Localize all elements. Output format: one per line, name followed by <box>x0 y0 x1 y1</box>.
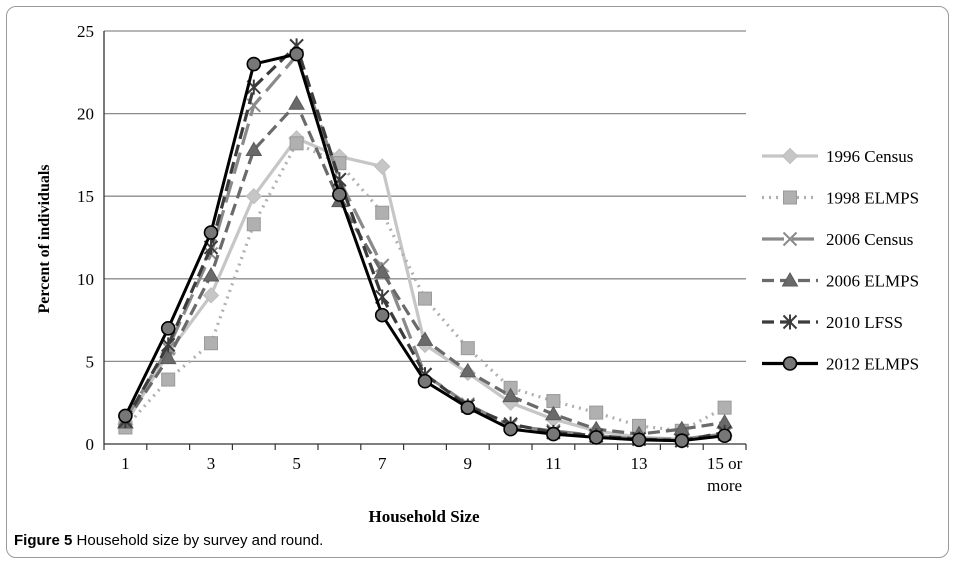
legend-entry-1998-elmps: 1998 ELMPS <box>762 189 919 208</box>
x-tick-label-13: 13 <box>631 454 648 473</box>
x-tick-label-15-line2: more <box>707 476 742 495</box>
data-point <box>459 362 477 378</box>
data-point <box>546 394 561 409</box>
data-point <box>546 426 561 442</box>
data-point <box>418 291 432 306</box>
legend-entry-2006-elmps: 2006 ELMPS <box>762 272 919 291</box>
legend-entry-2012-elmps: 2012 ELMPS <box>762 355 919 374</box>
series-1998-elmps <box>118 136 732 438</box>
y-tick-label-25: 25 <box>77 22 94 41</box>
y-tick-label-0: 0 <box>86 435 95 454</box>
y-tick-label-10: 10 <box>77 270 94 289</box>
x-tick-label-3: 3 <box>207 454 216 473</box>
figure-caption-text: Household size by survey and round. <box>76 532 324 549</box>
x-tick-label-11: 11 <box>545 454 561 473</box>
legend-label: 2012 ELMPS <box>826 355 919 374</box>
y-tick-label-15: 15 <box>77 187 94 206</box>
data-point <box>161 372 176 387</box>
data-point <box>416 331 434 346</box>
data-point <box>588 430 604 445</box>
series-group <box>117 38 733 449</box>
data-point <box>160 321 176 336</box>
legend-entry-2010-lfss: 2010 LFSS <box>762 313 903 332</box>
data-point <box>374 307 390 323</box>
data-point <box>246 56 262 72</box>
y-axis-label: Percent of individuals <box>36 164 53 313</box>
legend-label: 2010 LFSS <box>826 313 903 332</box>
figure-caption: Figure 5 Household size by survey and ro… <box>14 532 323 549</box>
series-line <box>124 136 725 441</box>
data-point <box>460 400 476 415</box>
x-tick-label-7: 7 <box>378 454 387 473</box>
x-tick-label-1: 1 <box>121 454 130 473</box>
x-tick-label-5: 5 <box>292 454 301 473</box>
data-point <box>245 141 263 156</box>
data-point <box>245 187 263 205</box>
legend-label: 1996 Census <box>826 147 913 166</box>
series-1996-census <box>117 130 733 448</box>
data-point <box>417 373 433 389</box>
legend-swatch-marker <box>783 190 797 205</box>
x-axis-label: Household Size <box>369 507 480 526</box>
data-point <box>375 205 390 220</box>
data-point <box>502 387 519 403</box>
x-tick-label-9: 9 <box>464 454 473 473</box>
data-point <box>460 341 475 356</box>
series-2012-elmps <box>118 46 732 448</box>
data-point <box>159 349 177 365</box>
y-tick-labels: 0 5 10 15 20 25 <box>77 22 94 454</box>
legend-swatch-marker <box>782 356 798 371</box>
data-point <box>717 400 732 415</box>
legend-label: 2006 ELMPS <box>826 272 919 291</box>
y-tick-label-5: 5 <box>86 352 95 371</box>
data-point <box>288 95 305 110</box>
legend-swatch-marker <box>781 147 799 165</box>
legend-entry-2006-census: 2006 Census <box>762 230 913 249</box>
data-point <box>589 405 604 420</box>
data-point <box>631 432 647 448</box>
data-point <box>373 263 391 279</box>
data-point <box>289 46 304 62</box>
x-tick-label-15: 15 or <box>707 454 743 473</box>
legend-swatch-marker <box>782 314 798 330</box>
data-point <box>332 187 347 202</box>
data-point <box>289 136 304 151</box>
figure-caption-label: Figure 5 <box>14 532 73 549</box>
legend-swatch-marker <box>781 271 799 287</box>
legend-label: 1998 ELMPS <box>826 189 919 208</box>
data-point <box>118 408 133 424</box>
data-point <box>202 287 220 304</box>
data-point <box>204 336 218 351</box>
legend-label: 2006 Census <box>826 230 913 249</box>
data-point <box>246 217 261 232</box>
data-point <box>674 433 690 448</box>
data-point <box>203 225 219 240</box>
legend-swatch-marker <box>782 231 798 247</box>
data-point <box>717 428 732 444</box>
data-point <box>373 158 391 175</box>
data-point <box>545 405 562 421</box>
legend-entry-1996-census: 1996 Census <box>762 147 913 166</box>
y-tick-label-20: 20 <box>77 105 94 124</box>
data-point <box>202 266 220 282</box>
data-point <box>503 421 518 437</box>
legend: 1996 Census 1998 ELMPS 2006 Census 2006 ELM… <box>762 147 919 374</box>
